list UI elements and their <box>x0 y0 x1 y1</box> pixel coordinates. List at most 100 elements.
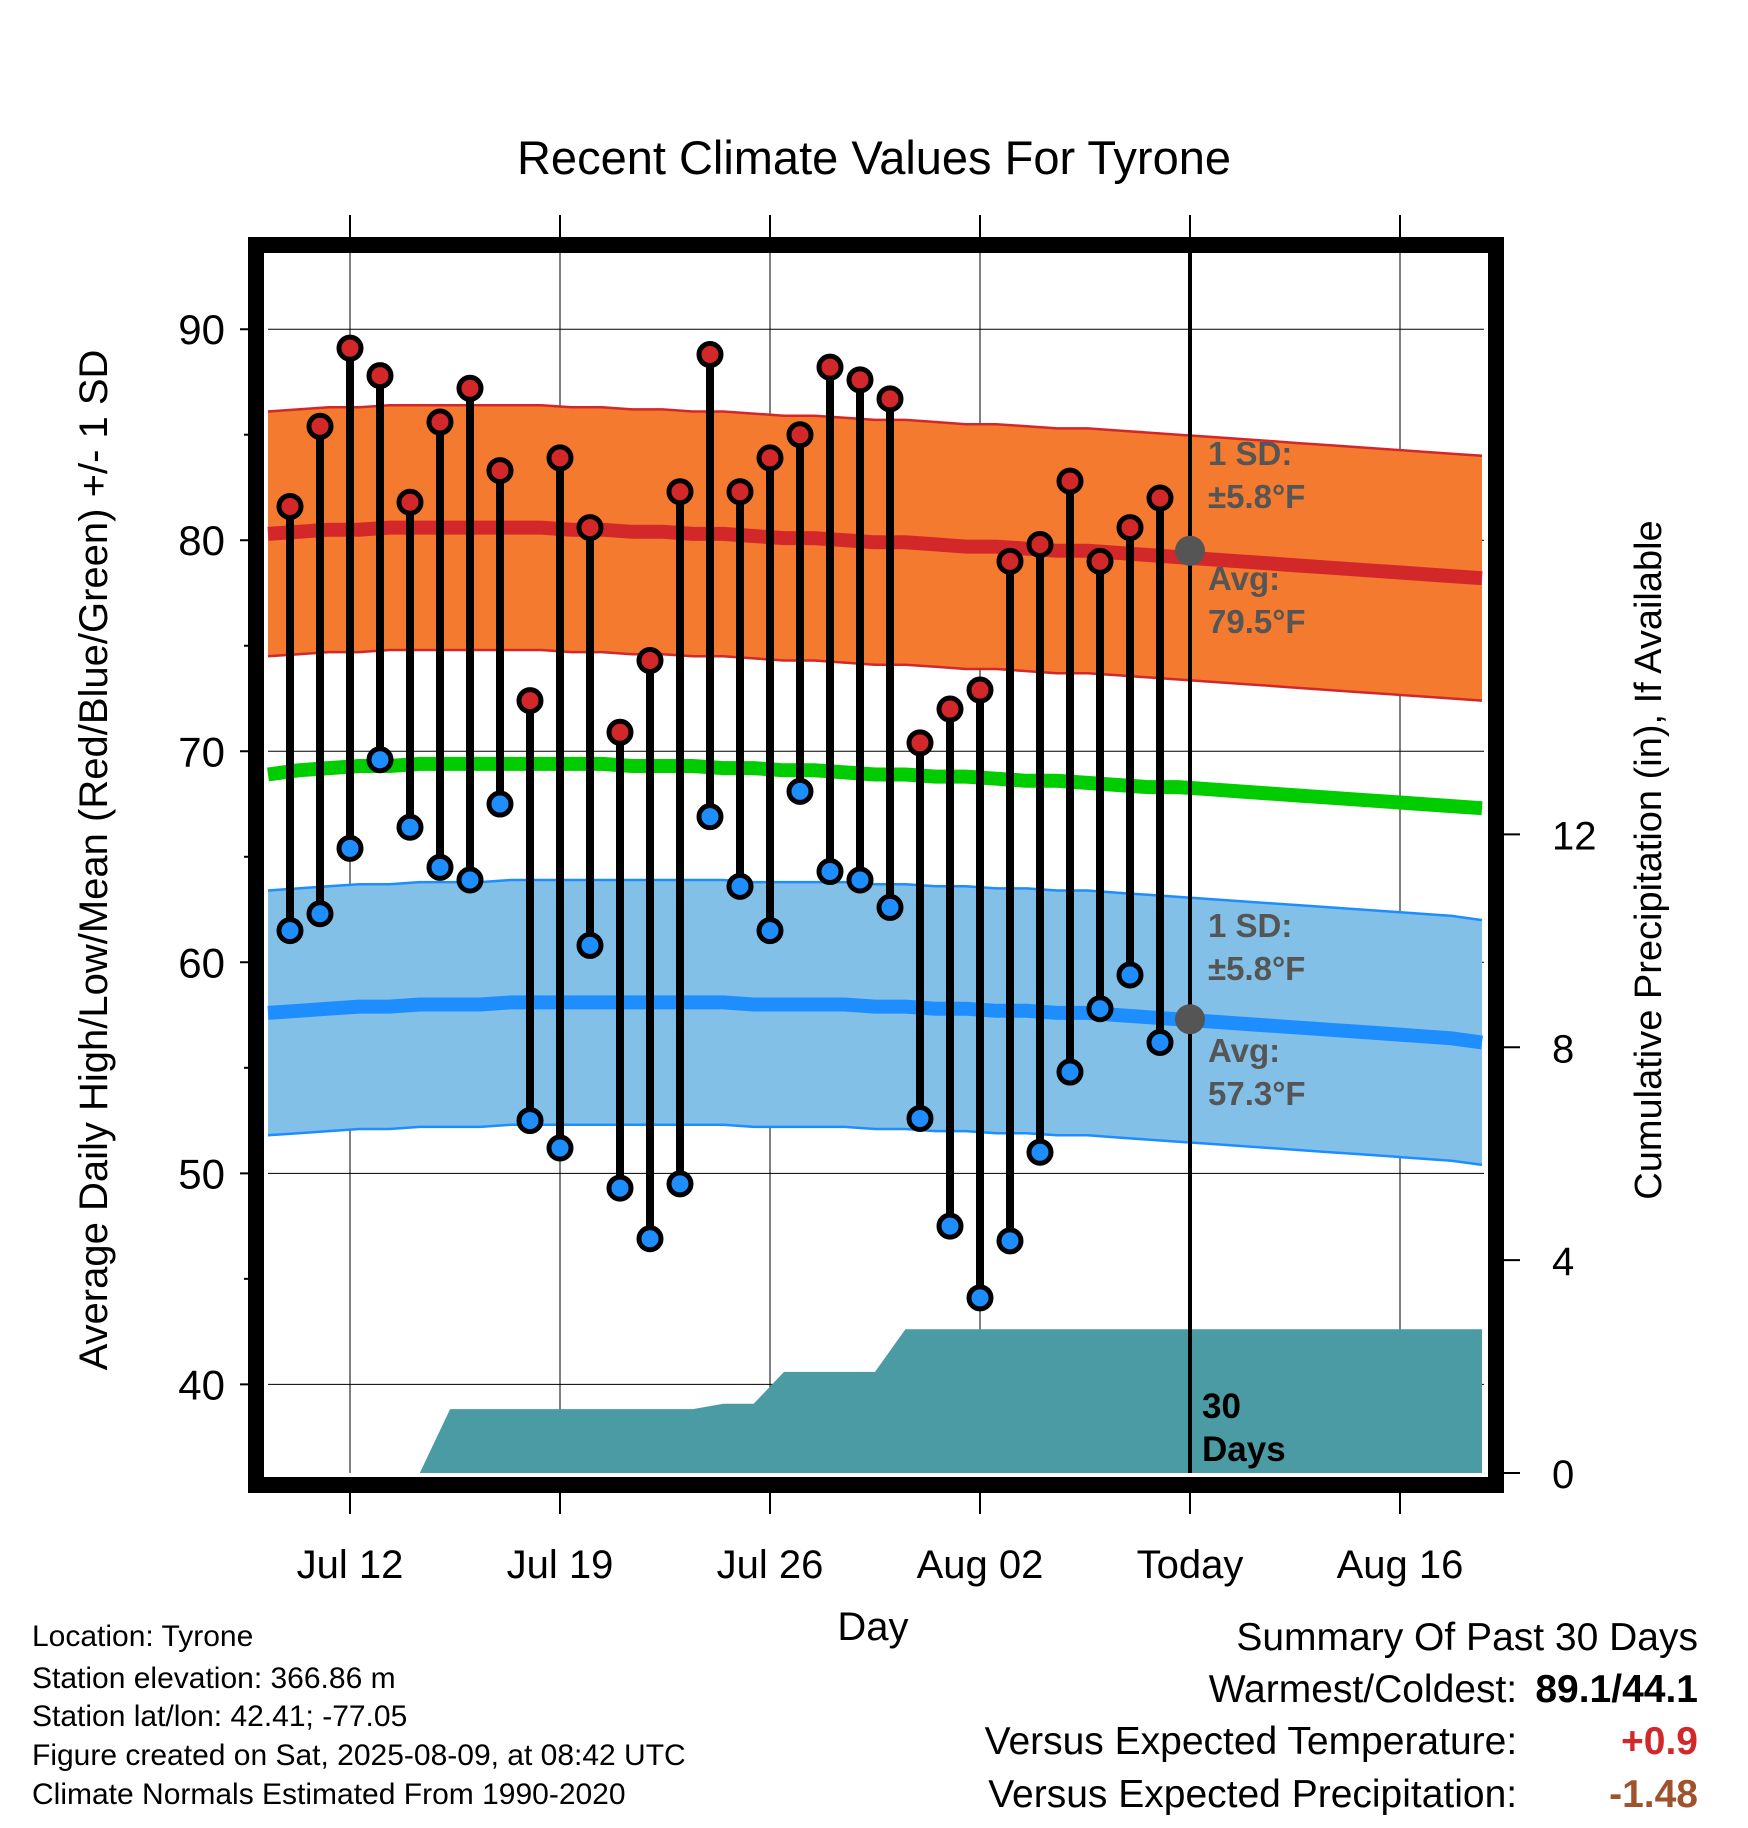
low-sd-label: 1 SD: <box>1208 907 1292 944</box>
daily-high-point <box>576 514 604 542</box>
daily-high-point <box>996 547 1024 575</box>
footer-latlon: Station lat/lon: 42.41; -77.05 <box>32 1700 408 1733</box>
low-sd-value: ±5.8°F <box>1208 950 1305 987</box>
daily-low-point <box>726 872 754 900</box>
precip-area <box>268 1329 1482 1473</box>
summary-temp-value: +0.9 <box>1621 1720 1698 1763</box>
daily-low-point <box>336 834 364 862</box>
daily-low-point <box>666 1170 694 1198</box>
y-tick-label: 50 <box>178 1150 225 1197</box>
normal-low-line <box>267 995 1483 1050</box>
x-tick-label: Aug 16 <box>1337 1543 1464 1587</box>
daily-low-point <box>1026 1138 1054 1166</box>
daily-high-point <box>786 421 814 449</box>
daily-low-point <box>906 1104 934 1132</box>
daily-high-point <box>276 492 304 520</box>
daily-high-point <box>396 488 424 516</box>
y-tick-label: 70 <box>178 728 225 775</box>
footer-location: Location: Tyrone <box>32 1620 254 1653</box>
daily-low-point <box>306 900 334 928</box>
daily-low-point <box>606 1174 634 1202</box>
y-tick-label: 40 <box>178 1361 225 1408</box>
daily-low-point <box>936 1212 964 1240</box>
daily-low-point <box>426 853 454 881</box>
daily-high-point <box>486 457 514 485</box>
daily-points <box>276 334 1174 1312</box>
daily-stems <box>286 348 1164 1298</box>
high-sd-value: ±5.8°F <box>1208 478 1305 515</box>
low-avg-label: Avg: <box>1208 1032 1280 1069</box>
daily-low-point <box>1116 961 1144 989</box>
high-sd-label: 1 SD: <box>1208 435 1292 472</box>
x-tick-label: Jul 19 <box>507 1543 614 1587</box>
daily-low-point <box>576 931 604 959</box>
high-avg-label: Avg: <box>1208 560 1280 597</box>
y2-tick-label: 8 <box>1552 1027 1574 1071</box>
daily-low-point <box>1056 1058 1084 1086</box>
summary-precip-label: Versus Expected Precipitation: <box>988 1773 1518 1816</box>
footer-elevation: Station elevation: 366.86 m <box>32 1662 396 1695</box>
y-axis-title: Average Daily High/Low/Mean (Red/Blue/Gr… <box>72 350 116 1371</box>
daily-low-point <box>816 858 844 886</box>
daily-low-point <box>1086 995 1114 1023</box>
x-tick-label: Jul 26 <box>717 1543 824 1587</box>
daily-low-point <box>276 917 304 945</box>
high-avg-value: 79.5°F <box>1208 603 1306 640</box>
summary-warmest-label: Warmest/Coldest: <box>1208 1668 1518 1711</box>
daily-high-point <box>696 341 724 369</box>
daily-low-point <box>396 813 424 841</box>
daily-low-point <box>966 1284 994 1312</box>
daily-low-point <box>996 1227 1024 1255</box>
footer-created: Figure created on Sat, 2025-08-09, at 08… <box>32 1739 686 1772</box>
daily-high-point <box>756 444 784 472</box>
daily-high-point <box>816 353 844 381</box>
daily-high-point <box>1146 484 1174 512</box>
summary-heading: Summary Of Past 30 Days <box>1236 1616 1698 1659</box>
summary-precip-row: Versus Expected Precipitation: -1.48 <box>988 1773 1698 1817</box>
daily-low-point <box>696 803 724 831</box>
daily-low-point <box>516 1107 544 1135</box>
daily-high-point <box>1026 530 1054 558</box>
daily-high-point <box>1056 467 1084 495</box>
y-tick-label: 80 <box>178 517 225 564</box>
summary-warmest-value: 89.1/44.1 <box>1535 1668 1698 1711</box>
y2-tick-label: 12 <box>1552 814 1597 858</box>
precip-days-number: 30 <box>1202 1387 1241 1426</box>
daily-low-point <box>846 866 874 894</box>
x-tick-label: Aug 02 <box>917 1543 1044 1587</box>
high-sd-band <box>268 405 1482 701</box>
y2-tick-label: 4 <box>1552 1240 1574 1284</box>
x-tick-label: Today <box>1137 1543 1244 1587</box>
y2-axis-title: Cumulative Precipitation (in), If Availa… <box>1628 520 1670 1199</box>
today-avg-high-dot <box>1175 535 1205 566</box>
summary-warmest-row: Warmest/Coldest: 89.1/44.1 <box>1209 1668 1698 1712</box>
daily-high-point <box>306 412 334 440</box>
x-axis-title: Day <box>837 1605 908 1649</box>
daily-high-point <box>936 695 964 723</box>
daily-high-point <box>546 444 574 472</box>
daily-low-point <box>486 790 514 818</box>
daily-high-point <box>1086 547 1114 575</box>
y-tick-label: 60 <box>178 939 225 986</box>
summary-precip-value: -1.48 <box>1609 1773 1698 1816</box>
daily-low-point <box>756 917 784 945</box>
daily-high-point <box>636 647 664 675</box>
daily-high-point <box>456 374 484 402</box>
daily-high-point <box>1116 514 1144 542</box>
daily-high-point <box>606 718 634 746</box>
summary-temp-row: Versus Expected Temperature: +0.9 <box>985 1720 1698 1764</box>
daily-low-point <box>636 1225 664 1253</box>
daily-low-point <box>546 1134 574 1162</box>
daily-high-point <box>726 478 754 506</box>
daily-high-point <box>966 676 994 704</box>
x-tick-label: Jul 12 <box>297 1543 404 1587</box>
daily-low-point <box>876 893 904 921</box>
daily-high-point <box>846 366 874 394</box>
daily-low-point <box>786 777 814 805</box>
normal-mean-line <box>267 756 1483 816</box>
daily-high-point <box>336 334 364 362</box>
low-avg-value: 57.3°F <box>1208 1075 1306 1112</box>
precip-days-label: Days <box>1202 1430 1286 1469</box>
chart-title: Recent Climate Values For Tyrone <box>516 131 1232 184</box>
